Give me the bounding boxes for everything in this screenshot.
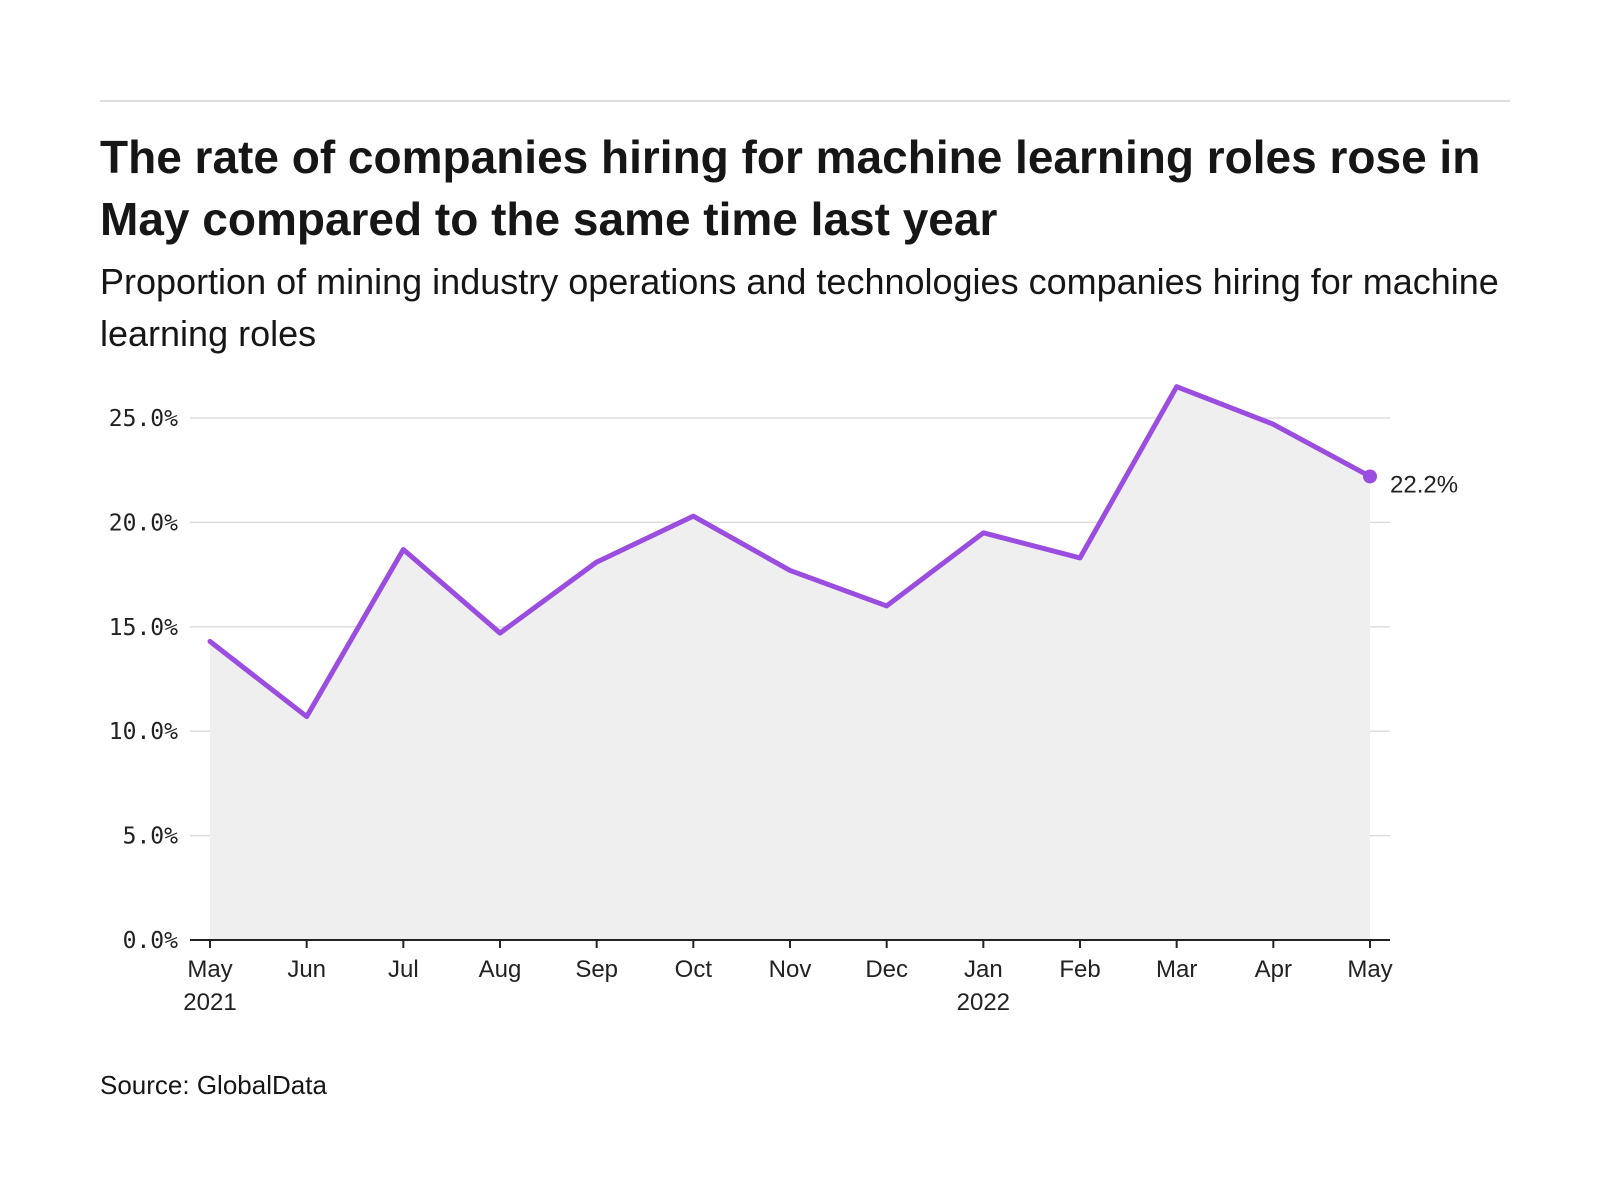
axes bbox=[190, 939, 1390, 948]
data-point bbox=[400, 547, 406, 553]
series-line-layer bbox=[207, 384, 1377, 720]
x-tick-label: Jun bbox=[287, 956, 326, 983]
y-tick-label: 10.0% bbox=[109, 719, 178, 745]
chart-title: The rate of companies hiring for machine… bbox=[100, 131, 1481, 245]
labels: 0.0% 5.0% 10.0% 15.0% 20.0% 25.0% May 2021 Jun Ju… bbox=[109, 406, 1458, 1016]
y-tick-label: 5.0% bbox=[123, 824, 179, 850]
data-point bbox=[304, 714, 310, 720]
x-tick-label: Nov bbox=[769, 956, 812, 983]
x-tick-label: May bbox=[187, 956, 232, 983]
data-point bbox=[1270, 421, 1276, 427]
data-point bbox=[690, 513, 696, 519]
end-value-label: 22.2% bbox=[1390, 471, 1458, 498]
x-tick-label: Apr bbox=[1255, 956, 1292, 983]
x-tick-label: Oct bbox=[675, 956, 713, 983]
source-note: Source: GlobalData bbox=[100, 1070, 327, 1100]
data-point bbox=[884, 603, 890, 609]
y-tick-label: 25.0% bbox=[109, 406, 178, 432]
x-tick-label: 2021 bbox=[183, 989, 236, 1016]
data-point bbox=[980, 530, 986, 536]
top-divider bbox=[100, 100, 1510, 102]
area-fill-layer bbox=[210, 386, 1370, 940]
data-point bbox=[207, 638, 213, 644]
x-tick-label: Jan bbox=[964, 956, 1003, 983]
y-tick-label: 15.0% bbox=[109, 615, 178, 641]
x-tick-label: Sep bbox=[575, 956, 618, 983]
x-tick-label: Mar bbox=[1156, 956, 1197, 983]
data-point bbox=[1174, 384, 1180, 390]
area-fill bbox=[210, 386, 1370, 940]
x-tick-label: Dec bbox=[865, 956, 908, 983]
x-tick-label: Feb bbox=[1059, 956, 1100, 983]
data-point bbox=[497, 630, 503, 636]
data-point bbox=[1077, 555, 1083, 561]
data-point bbox=[594, 559, 600, 565]
chart-subtitle: Proportion of mining industry operations… bbox=[100, 261, 1499, 354]
data-point bbox=[787, 567, 793, 573]
y-tick-label: 20.0% bbox=[109, 510, 178, 536]
y-tick-label: 0.0% bbox=[123, 928, 179, 954]
x-tick-label: Aug bbox=[479, 956, 522, 983]
x-tick-label: May bbox=[1347, 956, 1392, 983]
series-line bbox=[207, 384, 1373, 720]
x-tick-label: Jul bbox=[388, 956, 419, 983]
x-tick-label: 2022 bbox=[957, 989, 1010, 1016]
end-point-marker bbox=[1363, 469, 1377, 484]
